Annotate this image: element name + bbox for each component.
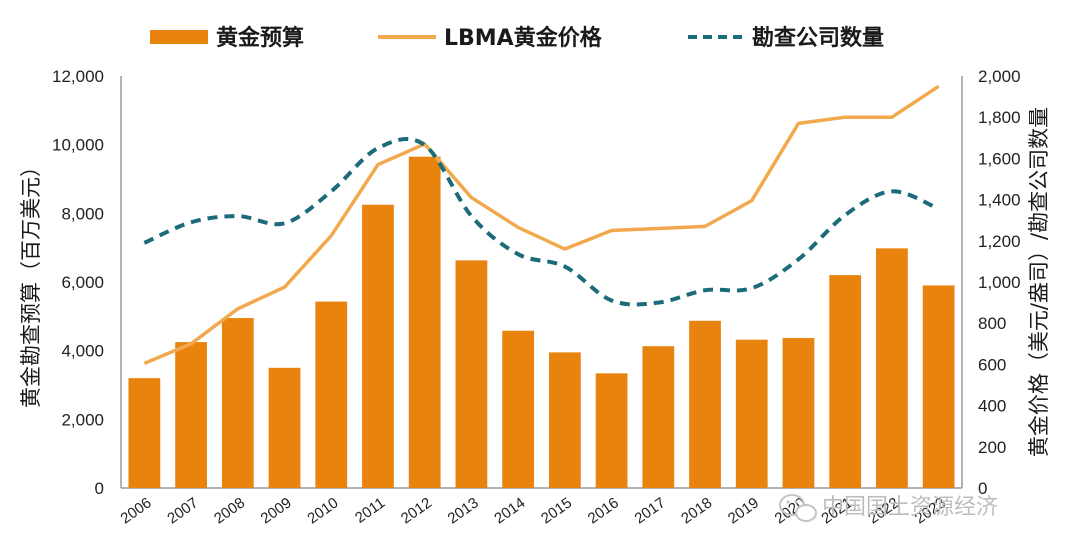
legend: 黄金预算 LBMA黄金价格 勘查公司数量 <box>150 25 884 51</box>
x-tick-label: 2017 <box>632 494 669 527</box>
left-tick-label: 12,000 <box>52 67 104 86</box>
x-tick-label: 2012 <box>398 494 435 527</box>
budget-bar-2019 <box>735 339 768 488</box>
right-tick-label: 600 <box>978 355 1006 374</box>
x-tick-label: 2009 <box>258 494 295 527</box>
watermark-text: 中国国土资源经济 <box>822 495 998 520</box>
right-tick-label: 800 <box>978 314 1006 333</box>
right-tick-label: 1,800 <box>978 108 1021 127</box>
right-tick-label: 2,000 <box>978 67 1021 86</box>
budget-bar-2012 <box>408 156 441 488</box>
legend-label-budget: 黄金预算 <box>216 25 304 51</box>
budget-bar-2022 <box>876 248 908 488</box>
budget-bar-2018 <box>689 320 721 488</box>
x-tick-label: 2008 <box>211 494 248 527</box>
right-tick-label: 200 <box>978 438 1006 457</box>
right-tick-label: 1,400 <box>978 191 1021 210</box>
x-tick-label: 2014 <box>491 494 528 527</box>
wechat-icon <box>779 494 817 522</box>
left-y-ticks: 0 2,000 4,000 6,000 8,000 10,000 12,000 <box>52 67 104 498</box>
budget-bar-2017 <box>642 346 675 488</box>
left-tick-label: 8,000 <box>61 204 104 223</box>
budget-bar-2009 <box>268 367 301 488</box>
budget-bar-2021 <box>829 275 862 488</box>
left-tick-label: 0 <box>95 479 104 498</box>
right-axis-title: 黄金价格（美元/盎司）/勘查公司数量 <box>1027 107 1051 457</box>
legend-swatch-budget <box>150 30 208 44</box>
x-tick-label: 2006 <box>118 494 155 527</box>
budget-bar-2008 <box>221 318 254 488</box>
x-tick-label: 2019 <box>725 494 762 527</box>
budget-bar-2016 <box>595 373 628 488</box>
right-y-ticks: 0 200 400 600 800 1,000 1,200 1,400 1,600 1,800 2,… <box>978 67 1021 498</box>
budget-bar-2006 <box>128 378 161 488</box>
right-tick-label: 400 <box>978 397 1006 416</box>
watermark: 中国国土资源经济 <box>779 494 998 522</box>
budget-bar-2007 <box>175 342 207 488</box>
x-tick-label: 2018 <box>678 494 715 527</box>
left-tick-label: 6,000 <box>61 273 104 292</box>
left-tick-label: 10,000 <box>52 136 104 155</box>
x-tick-label: 2007 <box>164 494 201 527</box>
budget-bar-2014 <box>502 330 535 488</box>
budget-bars <box>128 156 955 488</box>
budget-bar-2023 <box>922 285 955 488</box>
price-line <box>143 84 940 365</box>
budget-bar-2015 <box>548 352 581 488</box>
left-axis-title: 黄金勘查预算（百万美元） <box>19 156 43 408</box>
x-tick-label: 2013 <box>445 494 482 527</box>
x-tick-label: 2016 <box>585 494 622 527</box>
budget-bar-2013 <box>455 260 488 488</box>
right-tick-label: 0 <box>978 479 987 498</box>
company-count-line <box>143 136 940 307</box>
budget-bar-2011 <box>362 204 394 488</box>
legend-label-price: LBMA黄金价格 <box>444 25 603 51</box>
left-tick-label: 4,000 <box>61 342 104 361</box>
legend-label-count: 勘查公司数量 <box>752 25 884 51</box>
right-tick-label: 1,200 <box>978 232 1021 251</box>
budget-bar-2020 <box>782 337 815 488</box>
right-tick-label: 1,000 <box>978 273 1021 292</box>
x-tick-label: 2015 <box>538 494 575 527</box>
left-tick-label: 2,000 <box>61 410 104 429</box>
budget-bar-2010 <box>315 301 348 488</box>
x-tick-label: 2011 <box>352 494 388 526</box>
right-tick-label: 1,600 <box>978 149 1021 168</box>
x-tick-label: 2010 <box>304 494 341 527</box>
